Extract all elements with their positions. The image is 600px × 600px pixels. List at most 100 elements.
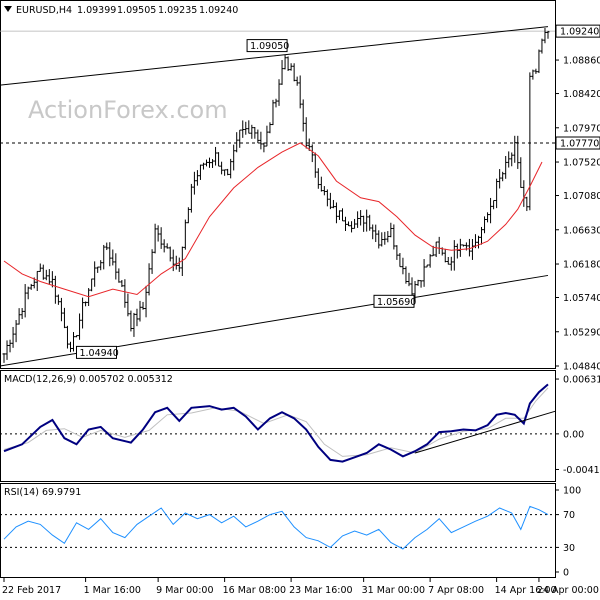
candle (47, 269, 51, 285)
candle (356, 211, 360, 228)
candle (195, 170, 199, 186)
candle (534, 68, 538, 74)
rsi-label: RSI(14) 69.9791 (4, 487, 81, 498)
candle (416, 279, 420, 286)
candle (322, 186, 326, 196)
candle (50, 271, 54, 288)
candle (428, 254, 432, 268)
candle (434, 241, 438, 258)
candle (519, 157, 523, 188)
candle (53, 275, 57, 304)
candle (531, 69, 535, 80)
candle (277, 79, 281, 106)
candle (401, 257, 405, 275)
candle (446, 256, 450, 265)
candle (310, 144, 314, 163)
moving-average-line (3, 142, 543, 298)
candle (26, 286, 30, 300)
candle (186, 207, 190, 224)
candle (368, 214, 372, 231)
candle (259, 131, 263, 150)
macd-trendline (414, 410, 556, 454)
dropdown-triangle-icon[interactable] (4, 6, 12, 12)
price-tick-label: 1.06630 (563, 225, 600, 236)
candle (38, 263, 42, 272)
price-tick-label: 1.08860 (563, 56, 600, 67)
candle (132, 312, 136, 337)
candle (313, 152, 317, 178)
price-annotation: 1.09050 (246, 39, 289, 53)
price-tick-label: 1.07080 (563, 191, 600, 202)
candle (11, 326, 15, 348)
rsi-panel: RSI(14) 69.9791 (0, 483, 556, 578)
candle (135, 308, 139, 327)
header-symbol: EURUSD,H4 (16, 5, 72, 16)
candle (328, 192, 332, 210)
candle (75, 335, 79, 338)
candle (180, 246, 184, 277)
candle (437, 236, 441, 255)
candle (443, 248, 447, 263)
header-low: 1.09235 (158, 5, 197, 16)
candle (292, 63, 296, 82)
price-panel: ActionForex.com 1.09050 1.05690 1.04940 EU… (0, 0, 556, 369)
candle (62, 307, 66, 329)
candle (283, 54, 287, 70)
candle (81, 297, 85, 329)
candle (93, 261, 97, 287)
candle (14, 320, 18, 343)
candle (371, 224, 375, 240)
candle (241, 120, 245, 138)
candle (452, 240, 456, 271)
candle (141, 301, 145, 310)
price-tick-label: 1.08420 (563, 89, 600, 100)
candle (35, 270, 39, 292)
candle (29, 283, 33, 290)
candle (168, 246, 172, 262)
candle (295, 76, 299, 86)
candle (498, 169, 502, 189)
svg-text:1.09050: 1.09050 (250, 41, 289, 52)
x-tick-label: 14 Apr 16:00 (495, 585, 557, 596)
candle (123, 279, 127, 308)
candle (392, 224, 396, 250)
rsi-tick-label: 100 (563, 486, 581, 497)
price-annotation: 1.04940 (75, 345, 119, 359)
candle (331, 199, 335, 209)
candle (340, 208, 344, 222)
candle (229, 158, 233, 179)
candle (389, 222, 393, 238)
candle (525, 196, 529, 212)
candle (247, 120, 251, 134)
candle (114, 253, 118, 280)
candle (325, 189, 329, 207)
candle (316, 168, 320, 189)
price-tick-label: 1.05290 (563, 327, 600, 338)
candle (108, 242, 112, 267)
candle (359, 210, 363, 226)
candle (8, 339, 12, 353)
candle (347, 221, 351, 227)
macd-tick-label: 0.006319 (563, 375, 600, 386)
candle (78, 313, 82, 340)
candle (476, 235, 480, 249)
candle (540, 38, 544, 54)
macd-signal-line (3, 387, 549, 457)
candle (268, 122, 272, 134)
candle (44, 269, 48, 281)
header-open: 1.09399 (77, 5, 116, 16)
candle (350, 221, 354, 233)
candle (198, 164, 202, 180)
candle (183, 219, 187, 250)
candle (374, 224, 378, 243)
candle (298, 75, 302, 109)
candle (211, 159, 215, 168)
price-tick-label: 1.06180 (563, 260, 600, 271)
price-annotation: 1.05690 (373, 294, 416, 308)
candle (204, 159, 208, 167)
candle (96, 266, 100, 273)
candle (337, 210, 341, 220)
candle (59, 297, 63, 322)
candle (41, 264, 45, 280)
candle (84, 301, 88, 307)
